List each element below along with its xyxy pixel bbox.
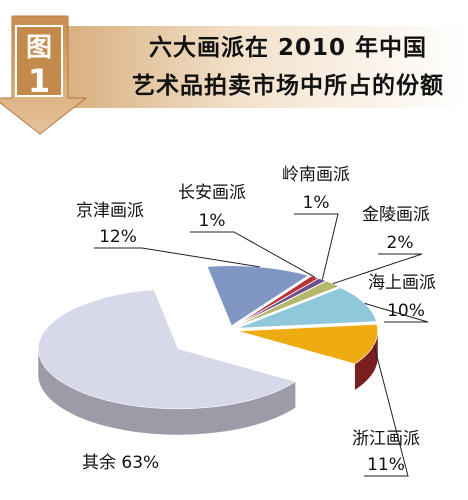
slice-其余 (37, 289, 297, 410)
slice-name-label: 京津画派 (76, 201, 144, 221)
leader-line (364, 302, 429, 323)
slice-name-label: 岭南画派 (282, 165, 350, 185)
figure-label-character: 图 (26, 33, 52, 63)
leader-line (190, 231, 316, 278)
chart-title-line-2: 艺术品拍卖市场中所占的份额 (132, 73, 444, 99)
slice-name-label: 金陵画派 (362, 205, 430, 225)
slice-value-label: 11% (367, 455, 405, 475)
slice-value-label: 12% (99, 227, 137, 247)
slice-name-label: 浙江画派 (352, 429, 420, 449)
title-banner: 图 1 (0, 15, 468, 135)
slice-海上画派 (237, 287, 377, 329)
leader-lines (94, 213, 429, 477)
leader-line (364, 344, 409, 477)
slice-value-label: 2% (387, 233, 414, 253)
slice-金陵画派 (235, 280, 340, 328)
slice-value-label: 1% (303, 193, 330, 213)
slice-side (38, 348, 296, 435)
slice-name-label: 长安画派 (178, 183, 246, 203)
figure-label-number: 1 (28, 62, 50, 100)
leader-line (94, 247, 260, 268)
pie-sides (38, 331, 378, 435)
slice-side (354, 331, 378, 390)
figure-badge (15, 25, 63, 97)
leader-line (294, 213, 339, 280)
chart-title-line-1: 六大画派在 2010 年中国 (148, 35, 428, 61)
slice-浙江画派 (237, 324, 379, 365)
slice-value-label: 10% (387, 301, 425, 321)
slice-value-label: 1% (199, 211, 226, 231)
slice-labels: 京津画派 12% 长安画派 1% 岭南画派 1% 金陵画派 2% 海上画派 10% 浙江画派 11% 其… (76, 165, 436, 475)
pie-slices (37, 265, 379, 410)
slice-name-label: 其余 63% (82, 453, 159, 473)
pie-chart: 京津画派 12% 长安画派 1% 岭南画派 1% 金陵画派 2% 海上画派 10% 浙江画派 11% 其… (37, 165, 436, 477)
title-band (60, 26, 468, 108)
leader-line (332, 253, 423, 285)
slice-name-label: 海上画派 (368, 273, 436, 293)
